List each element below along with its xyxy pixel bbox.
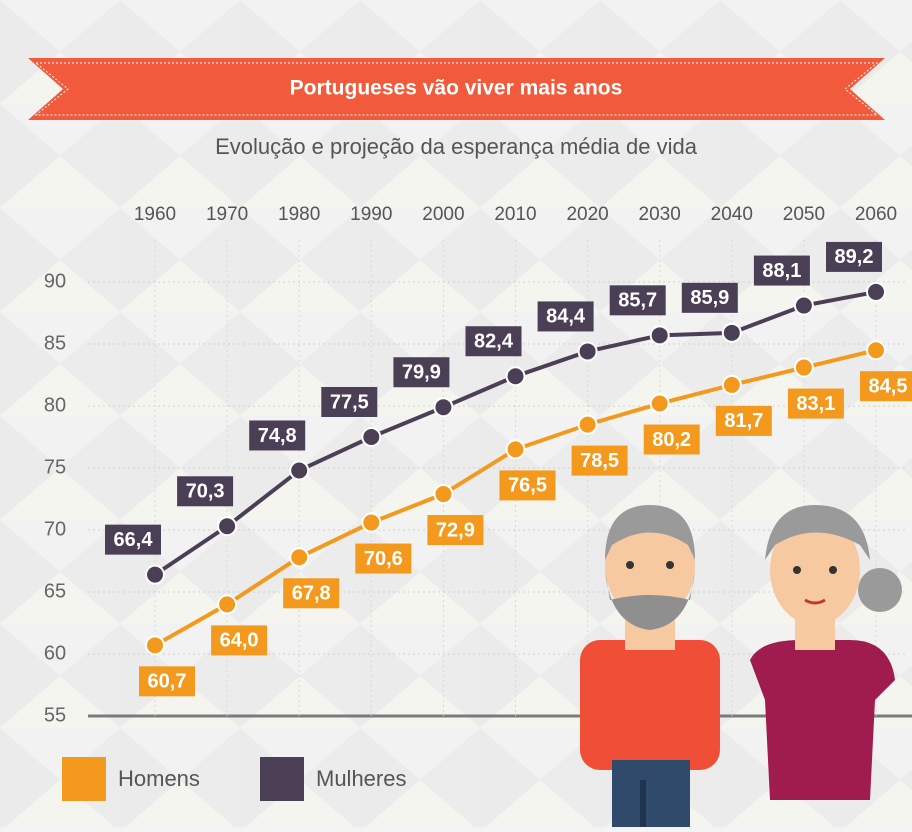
label-box — [643, 424, 700, 455]
x-tick-label: 2050 — [783, 204, 825, 225]
data-label: 76,5 — [508, 475, 547, 497]
point — [361, 427, 382, 447]
label-box — [787, 388, 844, 419]
point — [433, 484, 454, 505]
y-tick-label: 65 — [44, 580, 66, 602]
point — [289, 547, 310, 568]
x-tick-label: 2020 — [566, 204, 608, 225]
data-label: 85,7 — [618, 290, 657, 312]
label-box — [139, 666, 195, 697]
legend-label: Homens — [118, 766, 200, 791]
x-tick-label: 2000 — [422, 204, 464, 225]
label-box — [355, 543, 412, 574]
data-label: 82,4 — [474, 331, 514, 353]
data-label: 64,0 — [220, 630, 259, 652]
legend-swatch — [62, 757, 106, 801]
x-tick-label: 1970 — [206, 204, 248, 225]
legend: Homens Mulheres — [62, 757, 406, 801]
data-label: 66,4 — [114, 529, 154, 551]
data-label: 79,9 — [402, 362, 441, 384]
label-box — [860, 371, 912, 402]
data-label: 72,9 — [436, 519, 475, 541]
label-box — [715, 405, 772, 436]
x-tick-label: 2030 — [639, 204, 681, 225]
label-box — [105, 524, 161, 555]
label-box — [681, 282, 738, 313]
label-box — [393, 357, 450, 388]
label-box — [427, 515, 484, 546]
label-box — [249, 420, 306, 451]
label-box — [177, 476, 234, 507]
x-tick-label: 2060 — [855, 204, 897, 225]
x-tick-label: 1980 — [278, 204, 320, 225]
chart-subtitle: Evolução e projeção da esperança média d… — [215, 134, 698, 159]
point — [721, 374, 742, 395]
y-tick-label: 55 — [44, 704, 66, 726]
point — [505, 439, 526, 460]
label-box — [465, 326, 522, 357]
data-label: 67,8 — [292, 583, 331, 605]
point — [793, 357, 814, 378]
x-tick-label: 1960 — [134, 204, 176, 225]
data-label: 74,8 — [258, 425, 297, 447]
x-tick-label: 2010 — [494, 204, 536, 225]
label-box — [609, 285, 666, 316]
y-tick-label: 70 — [44, 518, 66, 540]
point — [721, 322, 742, 343]
point — [145, 564, 165, 585]
data-label: 84,5 — [869, 375, 908, 397]
data-label: 77,5 — [330, 391, 369, 413]
data-label: 70,3 — [186, 481, 225, 503]
chart-title: Portugueses vão viver mais anos — [290, 77, 623, 100]
point — [649, 325, 670, 346]
point — [866, 340, 886, 361]
label-box — [211, 625, 268, 656]
data-label: 80,2 — [652, 429, 691, 451]
point — [361, 512, 382, 533]
x-tick-label: 1990 — [350, 204, 392, 225]
label-box — [321, 387, 378, 417]
legend-swatch — [260, 757, 304, 801]
y-tick-label: 80 — [44, 394, 66, 416]
label-box — [499, 470, 556, 501]
label-box — [571, 445, 628, 476]
data-label: 70,6 — [364, 548, 403, 570]
label-box — [753, 255, 810, 286]
point — [217, 594, 238, 615]
data-label: 83,1 — [796, 393, 835, 415]
illustration — [580, 505, 902, 827]
banner — [28, 58, 885, 120]
point — [289, 460, 310, 481]
label-box — [826, 241, 882, 272]
point — [793, 295, 814, 316]
label-box — [283, 578, 340, 609]
data-label: 84,4 — [546, 306, 586, 328]
y-tick-label: 90 — [44, 270, 66, 292]
point — [145, 635, 165, 656]
legend-label: Mulheres — [316, 766, 406, 791]
data-label: 60,7 — [148, 671, 187, 693]
point — [649, 393, 670, 414]
point — [433, 397, 454, 418]
data-label: 85,9 — [690, 287, 729, 309]
label-box — [537, 301, 594, 332]
data-label: 88,1 — [762, 260, 801, 282]
plot: 55 60 65 70 75 80 85 90 1960 1970 1980 1990 2000 2010… — [44, 204, 912, 726]
banner-border — [34, 62, 879, 116]
data-label: 89,2 — [835, 246, 874, 268]
point — [505, 366, 526, 387]
point — [866, 281, 886, 302]
y-tick-label: 60 — [44, 642, 66, 664]
point — [577, 341, 598, 362]
point — [577, 414, 598, 435]
data-label: 78,5 — [580, 450, 619, 472]
x-tick-label: 2040 — [711, 204, 753, 225]
data-label: 81,7 — [724, 410, 763, 432]
point — [217, 516, 238, 537]
y-tick-label: 85 — [44, 332, 66, 354]
y-tick-label: 75 — [44, 456, 66, 478]
